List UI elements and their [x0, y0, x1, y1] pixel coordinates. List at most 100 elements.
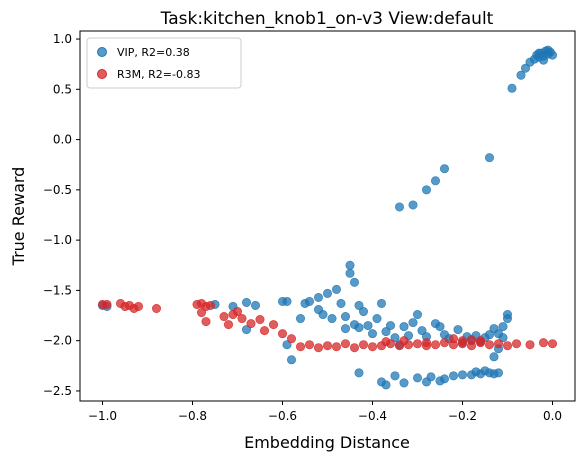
data-point: [484, 330, 494, 340]
data-point: [233, 307, 243, 317]
data-point: [318, 310, 328, 320]
data-point: [457, 336, 467, 346]
data-point: [493, 339, 503, 349]
data-point: [286, 355, 296, 365]
data-point: [206, 300, 216, 310]
data-point: [399, 378, 409, 388]
data-point: [511, 339, 521, 349]
data-point: [358, 307, 368, 317]
data-point: [354, 368, 364, 378]
x-tick-label: −0.2: [448, 409, 477, 423]
data-point: [336, 298, 346, 308]
data-point: [219, 312, 229, 322]
data-point: [277, 329, 287, 339]
data-point: [259, 326, 269, 336]
points-layer: [98, 45, 557, 390]
data-point: [538, 55, 548, 65]
data-point: [363, 321, 373, 331]
data-point: [304, 296, 314, 306]
data-point: [543, 45, 553, 55]
data-point: [493, 368, 503, 378]
data-point: [152, 303, 162, 313]
data-point: [255, 315, 265, 325]
data-point: [516, 70, 526, 80]
data-point: [349, 343, 359, 353]
data-point: [340, 324, 350, 334]
y-tick-label: 0.5: [53, 82, 72, 96]
data-point: [385, 321, 395, 331]
data-point: [448, 371, 458, 381]
data-point: [331, 284, 341, 294]
plot-area: [80, 31, 575, 401]
data-point: [484, 340, 494, 350]
data-point: [345, 260, 355, 270]
data-point: [412, 310, 422, 320]
data-point: [475, 336, 485, 346]
x-tick-label: −0.8: [178, 409, 207, 423]
data-point: [349, 277, 359, 287]
data-point: [295, 314, 305, 324]
data-point: [507, 83, 517, 93]
data-point: [237, 314, 247, 324]
data-point: [498, 322, 508, 332]
data-point: [304, 340, 314, 350]
data-point: [354, 323, 364, 333]
x-axis-ticks: −1.0 −0.8 −0.6 −0.4 −0.2 0.0: [88, 401, 562, 423]
data-point: [502, 341, 512, 351]
data-point: [268, 320, 278, 330]
legend-box: [86, 37, 242, 89]
data-point: [331, 342, 341, 352]
data-point: [313, 292, 323, 302]
legend-label: VIP, R2=0.38: [117, 46, 190, 59]
data-point: [376, 298, 386, 308]
data-point: [340, 339, 350, 349]
data-point: [502, 310, 512, 320]
data-point: [358, 340, 368, 350]
data-point: [439, 374, 449, 384]
data-point: [466, 335, 476, 345]
data-point: [525, 340, 535, 350]
data-point: [484, 153, 494, 163]
data-point: [381, 337, 391, 347]
data-point: [430, 340, 440, 350]
data-point: [520, 63, 530, 73]
data-point: [372, 314, 382, 324]
y-tick-label: −1.0: [43, 233, 72, 247]
chart-title: Task:kitchen_knob1_on-v3 View:default: [160, 9, 494, 29]
data-point: [381, 327, 391, 337]
y-tick-label: −1.5: [43, 283, 72, 297]
x-tick-label: −1.0: [88, 409, 117, 423]
data-point: [498, 333, 508, 343]
legend: VIP, R2=0.38 R3M, R2=-0.83: [86, 37, 242, 89]
data-point: [547, 339, 557, 349]
data-point: [390, 371, 400, 381]
data-point: [412, 339, 422, 349]
y-axis-label: True Reward: [9, 167, 28, 267]
data-point: [224, 320, 234, 330]
data-point: [538, 338, 548, 348]
data-point: [313, 343, 323, 353]
x-tick-label: 0.0: [543, 409, 562, 423]
y-tick-label: 0.0: [53, 133, 72, 147]
data-point: [354, 300, 364, 310]
data-point: [430, 176, 440, 186]
data-point: [282, 296, 292, 306]
data-point: [394, 202, 404, 212]
data-point: [399, 322, 409, 332]
plot-frame: [79, 30, 576, 402]
data-point: [412, 373, 422, 383]
data-point: [457, 370, 467, 380]
data-point: [197, 308, 207, 318]
data-point: [322, 341, 332, 351]
data-point: [201, 317, 211, 327]
data-point: [381, 380, 391, 390]
data-point: [448, 334, 458, 344]
data-point: [242, 297, 252, 307]
data-point: [439, 338, 449, 348]
data-point: [489, 352, 499, 362]
data-point: [322, 288, 332, 298]
y-tick-label: −0.5: [43, 183, 72, 197]
data-point: [426, 372, 436, 382]
data-point: [408, 318, 418, 328]
